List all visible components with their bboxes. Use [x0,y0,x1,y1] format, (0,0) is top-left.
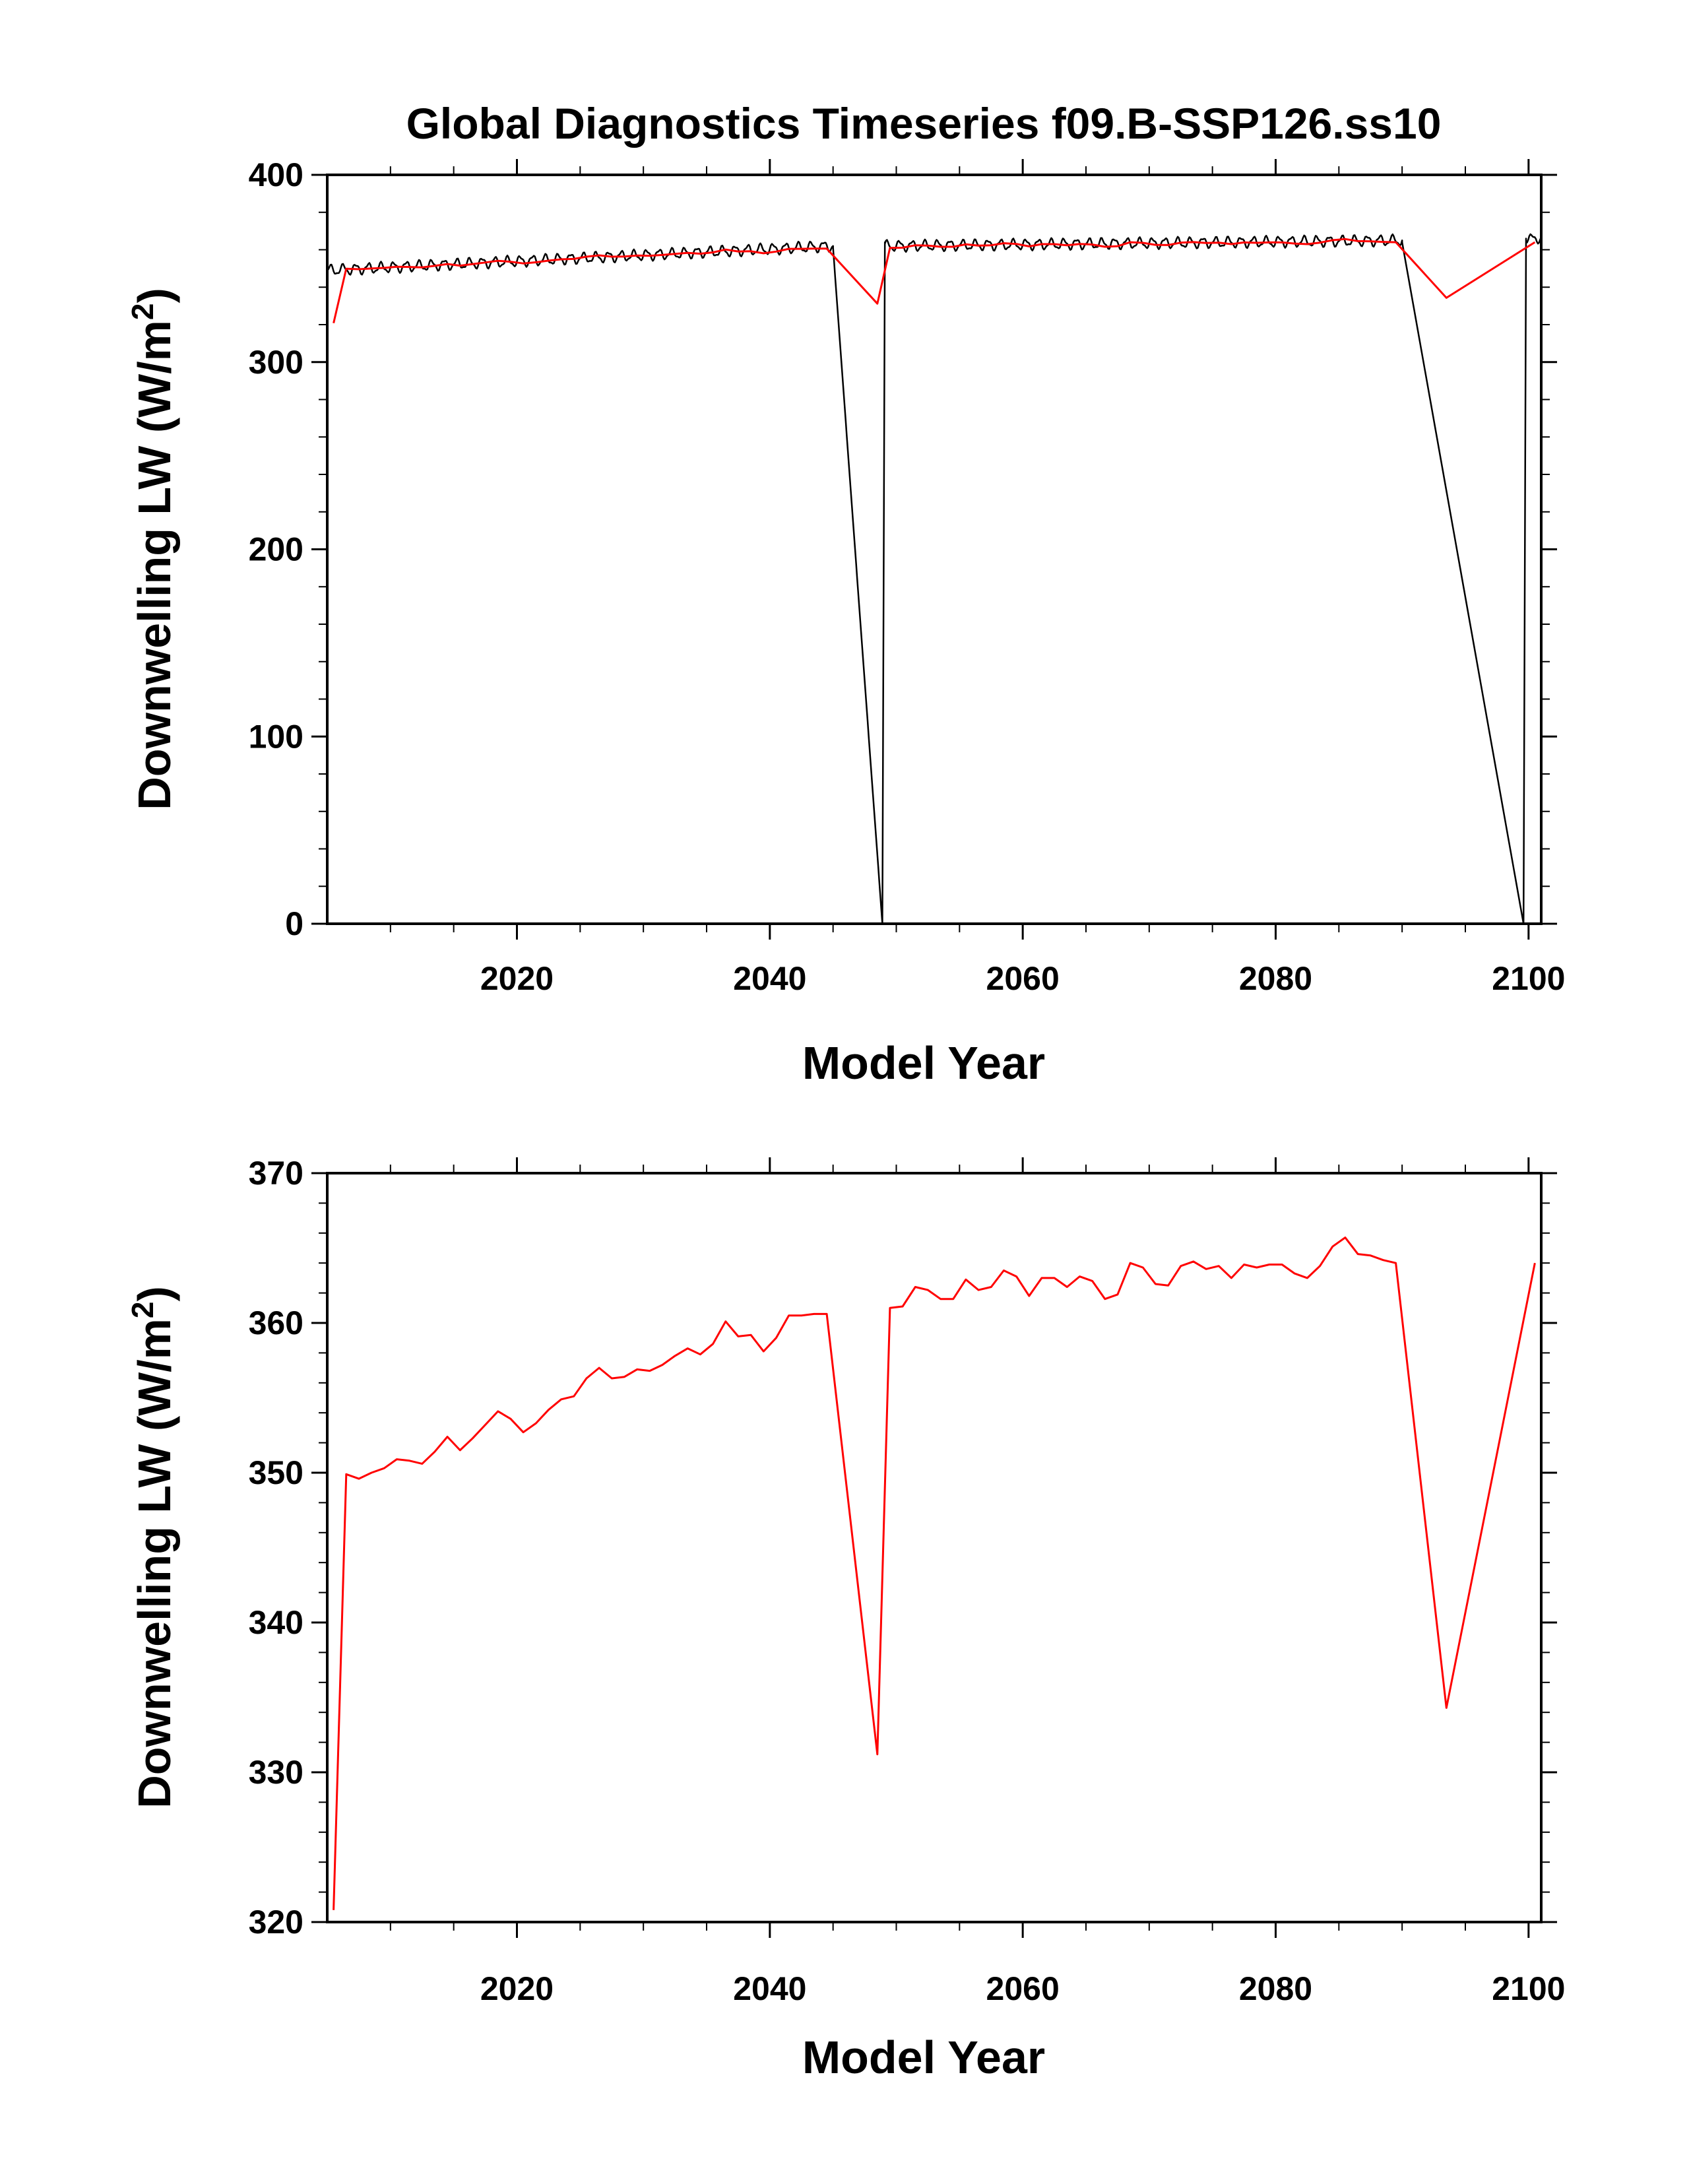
bottom-x-tick-label-2100: 2100 [1492,1970,1565,2007]
top-y-tick-label-400: 400 [249,156,303,193]
bottom-x-axis-label: Model Year [802,2032,1045,2083]
bottom-y-tick-label-340: 340 [249,1604,303,1641]
bottom-y-tick-label-350: 350 [249,1454,303,1491]
top-y-tick-label-100: 100 [249,718,303,755]
bottom-panel: 2020 2040 2060 2080 2100 320 330 340 350 360 370 M… [125,1155,1565,2083]
bottom-x-tick-label-2080: 2080 [1239,1970,1312,2007]
top-y-axis-label: Downwelling LW (W/m2) [125,288,180,810]
bottom-y-tick-label-320: 320 [249,1904,303,1941]
top-series-clip [327,233,1541,924]
top-y-tick-label-300: 300 [249,344,303,381]
top-x-tick-label-2060: 2060 [986,960,1060,997]
top-y-tick-label-200: 200 [249,531,303,568]
bottom-tick-labels: 2020 2040 2060 2080 2100 320 330 340 350 360 370 [249,1155,1566,2007]
bottom-y-tick-label-330: 330 [249,1754,303,1791]
top-panel: 2020 2040 2060 2080 2100 0 100 200 300 400 Model … [125,156,1565,1089]
figure-title: Global Diagnostics Timeseries f09.B-SSP1… [406,99,1442,148]
bottom-axes-ticks [311,1157,1557,1938]
top-x-tick-label-2100: 2100 [1492,960,1565,997]
top-x-tick-label-2080: 2080 [1239,960,1312,997]
top-x-tick-label-2040: 2040 [733,960,806,997]
bottom-y-tick-label-370: 370 [249,1155,303,1192]
top-x-axis-label: Model Year [802,1037,1045,1089]
top-annual-series-line [333,238,1536,324]
top-tick-labels: 2020 2040 2060 2080 2100 0 100 200 300 400 [249,156,1566,997]
bottom-plot-frame [326,1172,1543,1923]
top-x-tick-label-2020: 2020 [480,960,554,997]
bottom-series [333,1237,1536,1910]
bottom-y-axis-label: Downwelling LW (W/m2) [125,1286,180,1809]
bottom-y-tick-label-360: 360 [249,1304,303,1341]
bottom-series-clip [333,1237,1536,1910]
bottom-x-tick-label-2020: 2020 [480,1970,554,2007]
top-plot-frame [326,174,1543,925]
bottom-x-tick-label-2040: 2040 [733,1970,806,2007]
top-monthly-series-line [327,233,1541,924]
top-series [327,233,1541,924]
bottom-x-tick-label-2060: 2060 [986,1970,1060,2007]
top-y-tick-label-0: 0 [285,905,303,942]
bottom-annual-series-line [333,1237,1536,1910]
top-axes-ticks [311,159,1557,940]
